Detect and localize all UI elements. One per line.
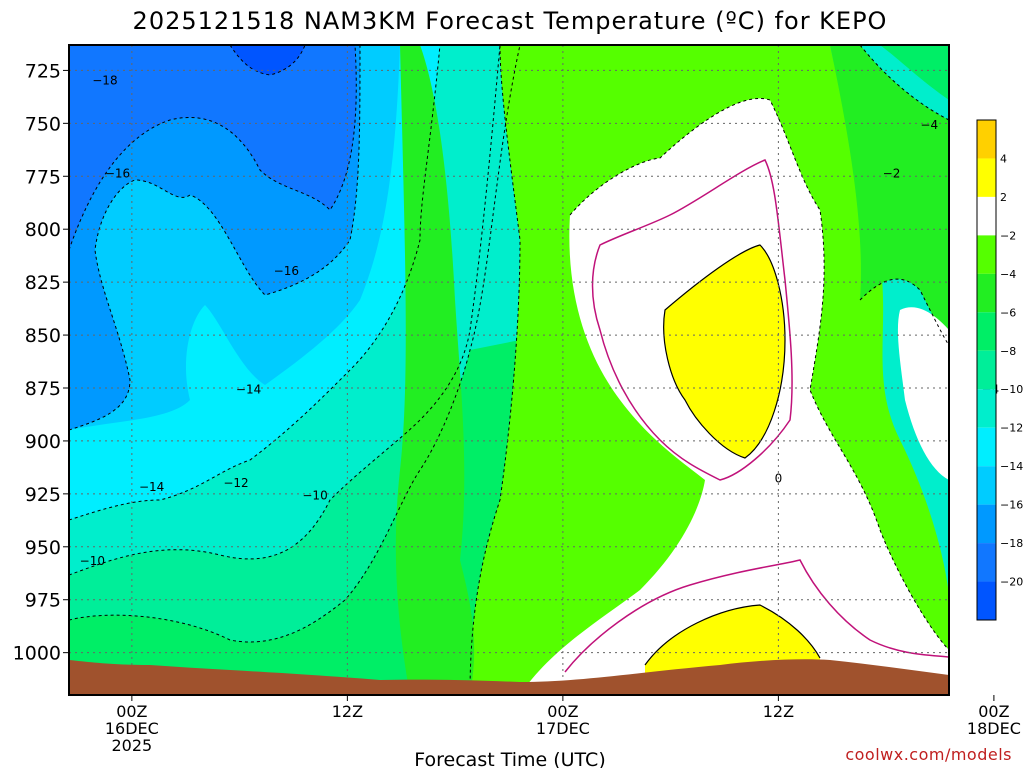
contour-label-2: −16	[274, 264, 299, 278]
y-tick-label-800: 800	[25, 219, 61, 241]
plot-area	[69, 45, 949, 695]
colorbar-label-8: −14	[1000, 460, 1023, 473]
field-p2-p4	[663, 245, 785, 458]
x-tick-label-h0: 00Z 16DEC 2025	[105, 702, 159, 755]
contour-label-3: −14	[236, 383, 261, 397]
contour-label-10: 0	[775, 472, 783, 486]
x-tick-line: 18DEC	[967, 719, 1021, 738]
colorbar-label-3: −4	[1000, 268, 1016, 281]
colorbar-label-11: −20	[1000, 576, 1023, 589]
colorbar-bin-2	[977, 196, 996, 236]
field-m22-m20	[230, 45, 305, 75]
x-tick-line: 00Z	[547, 702, 578, 721]
x-axis-label: Forecast Time (UTC)	[414, 749, 605, 768]
colorbar-bin-0	[977, 120, 996, 159]
contour-labels: −18−16−16−14−14−12−10−10−4−20−4	[80, 73, 999, 568]
credit-text: coolwx.com/models	[845, 745, 1012, 764]
contour-label-9: −2	[883, 167, 901, 181]
y-tick-label-900: 900	[25, 431, 61, 453]
y-tick-label-725: 725	[25, 60, 61, 82]
field-m2-p2-patch	[897, 307, 949, 480]
y-tick-label-975: 975	[25, 590, 61, 612]
colorbar: 4 2 −2 −4 −6 −8 −10 −12 −14 −16 −18 −20	[976, 119, 1023, 621]
contour-label-1: −16	[105, 167, 130, 181]
terrain	[69, 659, 949, 695]
colorbar-label-2: −2	[1000, 229, 1016, 242]
y-tick-label-925: 925	[25, 484, 61, 506]
field-m8-m6-east	[880, 45, 949, 100]
y-tick-label-750: 750	[25, 113, 61, 135]
chart-title: 2025121518 NAM3KM Forecast Temperature (…	[133, 7, 888, 35]
colorbar-bin-1	[977, 158, 996, 197]
colorbar-bin-5	[977, 312, 996, 351]
colorbar-bin-8	[977, 427, 996, 467]
x-tick-label-h24: 00Z 17DEC	[536, 702, 590, 738]
y-tick-label-1000: 1000	[13, 643, 61, 665]
colorbar-bin-11	[977, 543, 996, 582]
isotherm-lines	[69, 45, 949, 695]
y-tick-label-850: 850	[25, 325, 61, 347]
field-m20-m18	[69, 45, 357, 250]
x-tick-line: 00Z	[978, 702, 1009, 721]
contour-zero	[591, 159, 793, 481]
contour-zero-low	[564, 559, 949, 673]
y-tick-label-950: 950	[25, 537, 61, 559]
x-tick-label-h12: 12Z	[332, 702, 363, 721]
x-tick-line: 17DEC	[536, 719, 590, 738]
colorbar-label-0: 4	[1000, 152, 1007, 165]
x-tick-line: 12Z	[763, 702, 794, 721]
contour-label-4: −14	[139, 480, 164, 494]
plot-frame	[68, 44, 950, 696]
y-tick-label-875: 875	[25, 378, 61, 400]
colorbar-label-9: −16	[1000, 499, 1023, 512]
field-m6-m4	[830, 45, 949, 345]
colorbar-bin-9	[977, 466, 996, 505]
colorbar-bin-7	[977, 389, 996, 428]
x-tick-line: 00Z	[116, 702, 147, 721]
x-tick-line: 2025	[111, 736, 152, 755]
colorbar-label-5: −8	[1000, 345, 1016, 358]
grid-lines	[69, 45, 949, 695]
colorbar-bin-10	[977, 504, 996, 544]
contour-label-6: −10	[302, 488, 327, 502]
colorbar-bin-4	[977, 273, 996, 313]
colorbar-label-6: −10	[1000, 383, 1023, 396]
y-axis: 725 750 775 800 825 850 875 900 925 950 975 1000	[13, 60, 69, 665]
contour-label-0: −18	[92, 73, 117, 87]
colorbar-label-10: −18	[1000, 537, 1023, 550]
colorbar-bin-6	[977, 350, 996, 390]
x-tick-line: 12Z	[332, 702, 363, 721]
x-tick-label-h36: 12Z	[763, 702, 794, 721]
y-tick-label-825: 825	[25, 272, 61, 294]
x-tick-line: 16DEC	[105, 719, 159, 738]
isotherm-solid-lines	[644, 244, 821, 666]
contour-label-8: −4	[920, 118, 938, 132]
colorbar-label-7: −12	[1000, 422, 1023, 435]
contour-label-5: −12	[223, 476, 248, 490]
x-tick-label-h48: 00Z 18DEC	[967, 702, 1021, 738]
colorbar-bin-12	[977, 581, 996, 620]
y-tick-label-775: 775	[25, 166, 61, 188]
colorbar-frame	[976, 119, 997, 621]
colorbar-bin-3	[977, 235, 996, 274]
colorbar-label-1: 2	[1000, 191, 1007, 204]
field-m6-m4-west	[395, 45, 475, 695]
colorbar-label-4: −6	[1000, 306, 1016, 319]
contour-label-7: −10	[80, 554, 105, 568]
